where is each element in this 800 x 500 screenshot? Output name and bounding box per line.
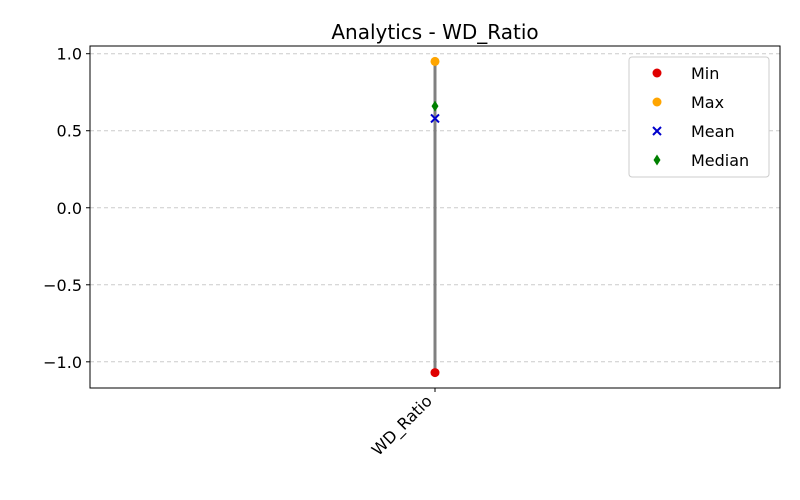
- y-tick-label: 0.5: [57, 122, 82, 141]
- mean-point: [430, 113, 440, 124]
- median-point: [431, 100, 439, 112]
- legend-marker-mean: [652, 126, 662, 136]
- legend-label-mean: Mean: [691, 122, 735, 141]
- legend-label-min: Min: [691, 64, 719, 83]
- x-axis: WD_Ratio: [368, 388, 437, 460]
- y-tick-label: −1.0: [43, 353, 82, 372]
- x-tick-label: WD_Ratio: [368, 391, 437, 460]
- y-tick-label: 0.0: [57, 199, 82, 218]
- legend-marker-min: [652, 68, 662, 78]
- max-point: [430, 56, 440, 66]
- legend: Min Max Mean Median: [628, 56, 770, 178]
- legend-marker-median: [653, 154, 661, 166]
- legend-label-median: Median: [691, 151, 749, 170]
- y-tick-label: 1.0: [57, 45, 82, 64]
- y-tick-label: −0.5: [43, 276, 82, 295]
- y-axis: 1.0 0.5 0.0 −0.5 −1.0: [43, 45, 90, 372]
- data-points: [430, 56, 440, 378]
- min-point: [430, 368, 440, 378]
- legend-frame: [628, 56, 770, 178]
- legend-label-max: Max: [691, 93, 724, 112]
- legend-marker-max: [652, 97, 662, 107]
- chart-title: Analytics - WD_Ratio: [331, 20, 538, 44]
